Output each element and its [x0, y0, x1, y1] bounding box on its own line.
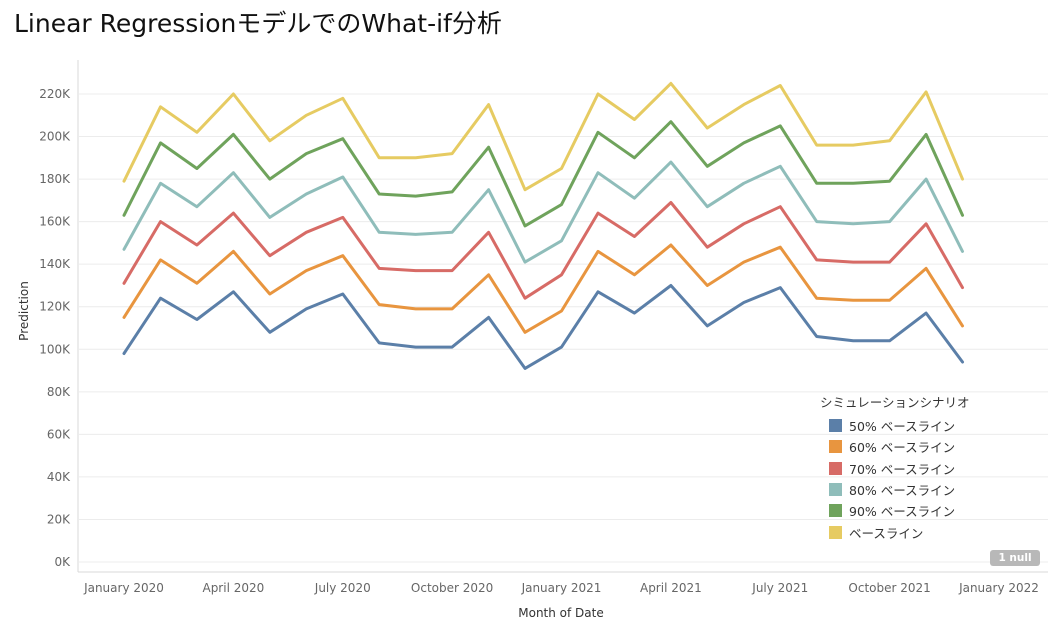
y-tick-label: 60K	[47, 427, 71, 441]
series-line	[122, 201, 964, 300]
y-tick-label: 80K	[47, 385, 71, 399]
series-line	[122, 243, 964, 334]
x-tick-label: April 2021	[640, 581, 702, 595]
legend-swatch	[829, 419, 842, 433]
x-axis-title: Month of Date	[518, 606, 604, 620]
series-line	[122, 120, 964, 228]
legend-item[interactable]: 50% ベースライン	[820, 415, 970, 436]
x-tick-label: July 2020	[314, 581, 371, 595]
y-tick-label: 20K	[47, 512, 71, 526]
series-line	[122, 284, 964, 370]
x-tick-label: January 2020	[83, 581, 164, 595]
x-tick-label: October 2020	[411, 581, 493, 595]
legend-swatch	[829, 504, 842, 518]
y-tick-label: 220K	[39, 87, 71, 101]
series-line	[122, 81, 964, 192]
legend-label: ベースライン	[849, 525, 924, 541]
y-tick-label: 0K	[54, 555, 71, 569]
y-tick-label: 200K	[39, 130, 71, 144]
legend-item[interactable]: 70% ベースライン	[820, 458, 970, 479]
legend-swatch	[829, 440, 842, 454]
legend-swatch	[829, 461, 842, 475]
y-tick-label: 160K	[39, 215, 71, 229]
legend-item[interactable]: 90% ベースライン	[820, 500, 970, 521]
legend-label: 50% ベースライン	[849, 419, 956, 435]
legend-label: 80% ベースライン	[849, 483, 956, 499]
x-tick-label: January 2022	[958, 581, 1039, 595]
legend-item[interactable]: 80% ベースライン	[820, 479, 970, 500]
legend-swatch	[829, 483, 842, 497]
legend-label: 90% ベースライン	[849, 504, 956, 520]
y-axis-title: Prediction	[17, 281, 31, 341]
y-tick-label: 140K	[39, 257, 71, 271]
y-tick-label: 40K	[47, 470, 71, 484]
x-tick-label: April 2020	[202, 581, 264, 595]
y-tick-label: 180K	[39, 172, 71, 186]
legend-label: 60% ベースライン	[849, 440, 956, 456]
legend-swatch	[829, 525, 842, 539]
legend: シミュレーションシナリオ 50% ベースライン 60% ベースライン 70% ベ…	[820, 392, 970, 543]
legend-label: 70% ベースライン	[849, 461, 956, 477]
legend-item[interactable]: ベースライン	[820, 521, 970, 542]
chart-title: Linear RegressionモデルでのWhat-if分析	[14, 9, 502, 38]
y-tick-label: 100K	[39, 342, 71, 356]
series-line	[122, 160, 964, 264]
null-indicator-badge[interactable]: 1 null	[990, 550, 1040, 566]
x-tick-label: October 2021	[848, 581, 930, 595]
legend-title: シミュレーションシナリオ	[820, 395, 970, 410]
y-tick-label: 120K	[39, 300, 71, 314]
legend-item[interactable]: 60% ベースライン	[820, 436, 970, 457]
x-tick-label: July 2021	[751, 581, 808, 595]
x-tick-label: January 2021	[521, 581, 602, 595]
